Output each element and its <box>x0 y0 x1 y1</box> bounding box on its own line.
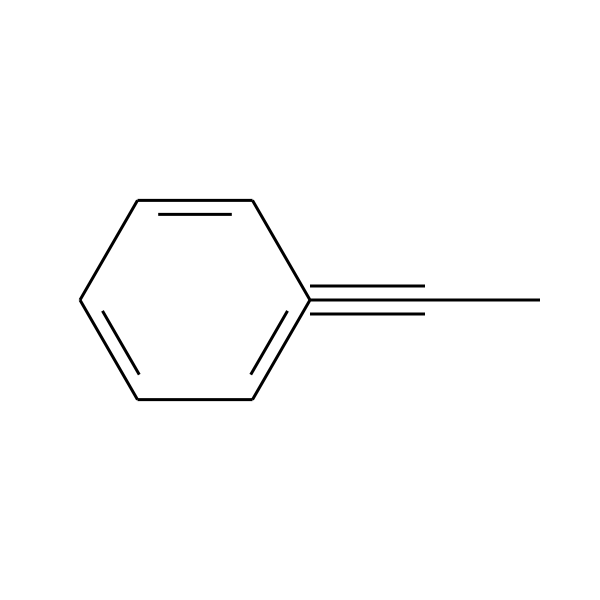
molecule-diagram <box>0 0 600 600</box>
